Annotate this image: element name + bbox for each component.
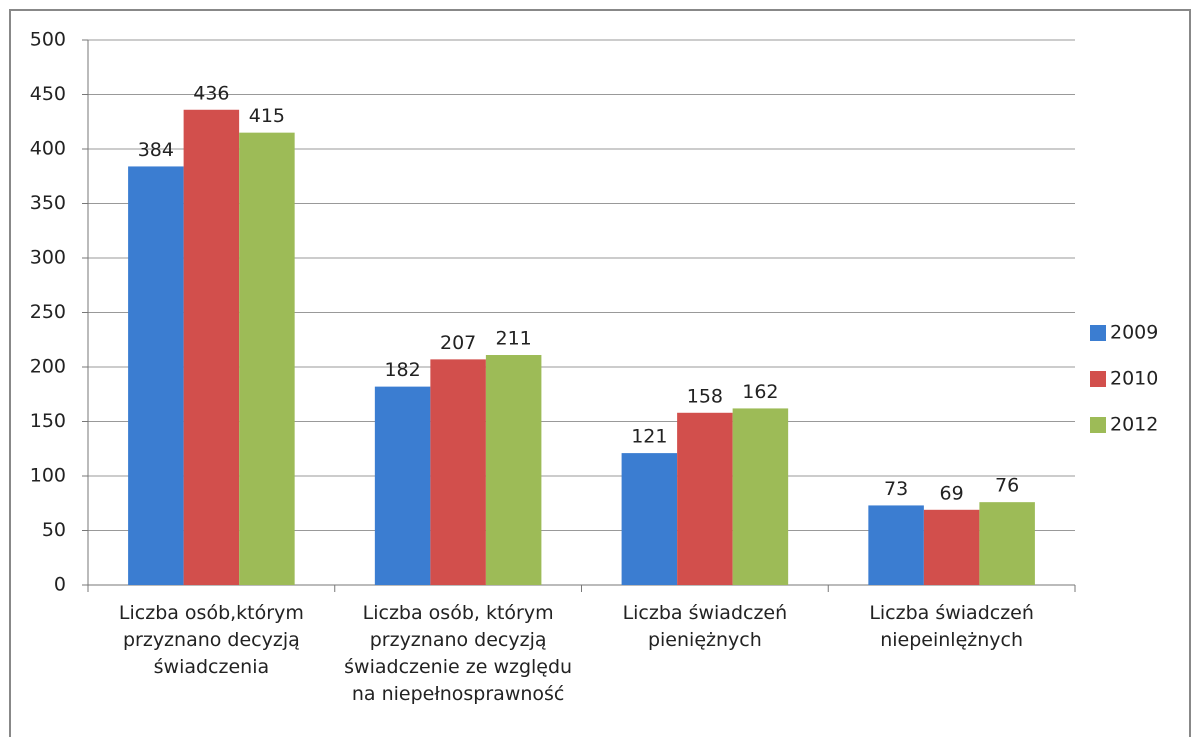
- bar: [485, 355, 542, 585]
- legend-label: 2009: [1110, 322, 1158, 344]
- y-tick-label: 350: [30, 192, 66, 214]
- y-tick-label: 150: [30, 410, 66, 432]
- data-label: 158: [687, 385, 723, 407]
- y-tick-label: 100: [30, 465, 66, 487]
- x-tick-label: Liczba świadczeń pieniężnych: [622, 602, 788, 651]
- data-label: 211: [496, 328, 532, 350]
- bar: [732, 408, 789, 585]
- y-tick-label: 450: [30, 83, 66, 105]
- y-tick-label: 50: [42, 519, 66, 541]
- y-tick-label: 300: [30, 247, 66, 269]
- bar: [868, 505, 924, 585]
- y-tick-label: 0: [54, 574, 66, 596]
- data-label: 436: [193, 82, 229, 104]
- bar: [621, 453, 678, 585]
- data-label: 121: [631, 426, 667, 448]
- y-tick-label: 400: [30, 138, 66, 160]
- y-tick-label: 250: [30, 301, 66, 323]
- y-tick-label: 500: [30, 29, 66, 51]
- bar: [979, 502, 1035, 585]
- bar: [923, 509, 980, 585]
- bar: [239, 132, 295, 585]
- legend-swatch: [1090, 325, 1106, 341]
- y-tick-label: 200: [30, 356, 66, 378]
- data-label: 182: [384, 359, 420, 381]
- chart-border: [9, 9, 1191, 737]
- bar: [183, 109, 240, 585]
- bar: [128, 166, 184, 585]
- legend-label: 2012: [1110, 414, 1158, 436]
- x-tick-label: Liczba osób, którym przyznano decyzją św…: [344, 602, 573, 705]
- x-tick-label: Liczba osób,którym przyznano decyzją świ…: [118, 602, 304, 678]
- legend-label: 2010: [1110, 368, 1158, 390]
- data-label: 415: [249, 105, 285, 127]
- bar: [430, 359, 486, 585]
- bar: [677, 412, 733, 585]
- data-label: 207: [440, 332, 476, 354]
- data-label: 69: [940, 482, 964, 504]
- data-label: 384: [138, 139, 174, 161]
- data-label: 73: [884, 478, 908, 500]
- data-label: 76: [995, 475, 1019, 497]
- bar: [374, 386, 431, 585]
- legend-swatch: [1090, 417, 1106, 433]
- x-tick-label: Liczba świadczeń niepeinlężnych: [869, 602, 1034, 651]
- legend-swatch: [1090, 371, 1106, 387]
- data-label: 162: [742, 381, 778, 403]
